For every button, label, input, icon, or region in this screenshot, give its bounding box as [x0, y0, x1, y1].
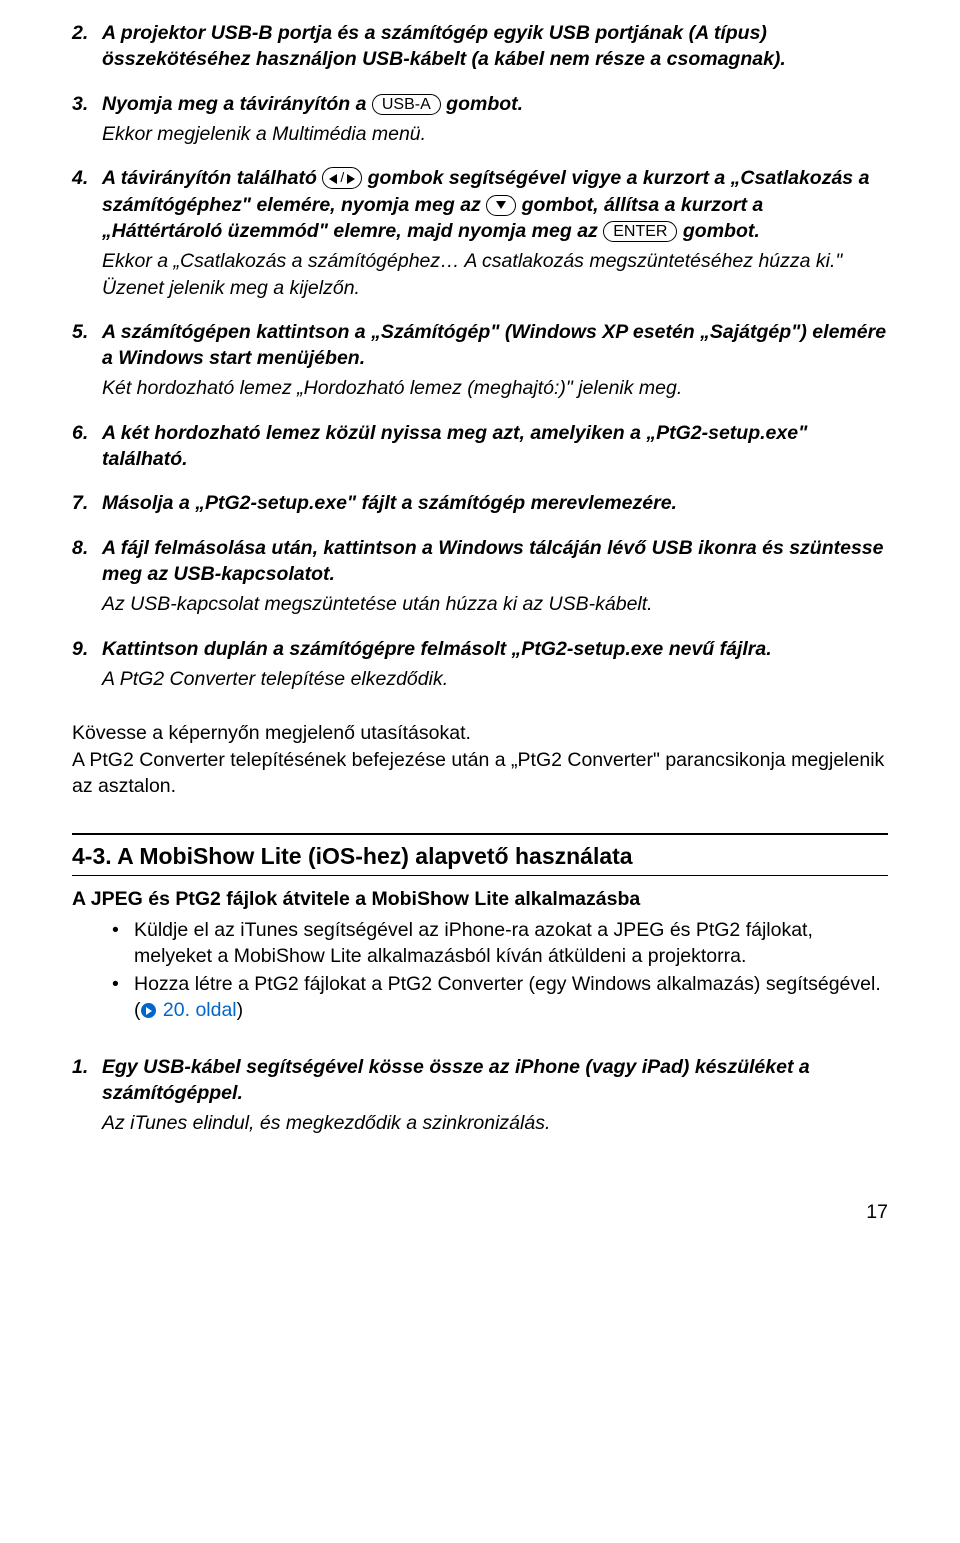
triangle-right-icon — [347, 174, 355, 184]
step-b1: 1. Egy USB-kábel segítségével kösse össz… — [72, 1054, 888, 1137]
step-num: 4. — [72, 165, 102, 191]
step-sub: Két hordozható lemez „Hordozható lemez (… — [102, 375, 888, 401]
step-2: 2. A projektor USB-B portja és a számító… — [72, 20, 888, 73]
triangle-down-icon — [496, 201, 506, 209]
section-subheading: A JPEG és PtG2 fájlok átvitele a MobiSho… — [72, 886, 888, 912]
step-sub: Ekkor a „Csatlakozás a számítógéphez… A … — [102, 248, 888, 301]
step-text: Egy USB-kábel segítségével kösse össze a… — [102, 1054, 888, 1107]
step-6: 6. A két hordozható lemez közül nyissa m… — [72, 420, 888, 473]
step-num: 9. — [72, 636, 102, 662]
down-key — [486, 195, 516, 216]
usb-a-key: USB-A — [372, 94, 441, 115]
bullet-text-main: Hozza létre a PtG2 fájlokat a PtG2 Conve… — [134, 973, 881, 995]
follow-p2: A PtG2 Converter telepítésének befejezés… — [72, 749, 884, 797]
triangle-left-icon — [329, 174, 337, 184]
bullet-dot-icon: • — [112, 917, 134, 970]
step-8: 8. A fájl felmásolása után, kattintson a… — [72, 535, 888, 618]
step-text: Kattintson duplán a számítógépre felmáso… — [102, 636, 888, 662]
step-num: 2. — [72, 20, 102, 46]
step-sub: Ekkor megjelenik a Multimédia menü. — [102, 121, 888, 147]
bullet-item: • Hozza létre a PtG2 fájlokat a PtG2 Con… — [112, 971, 888, 1024]
step-num: 3. — [72, 91, 102, 117]
step-7: 7. Másolja a „PtG2-setup.exe" fájlt a sz… — [72, 490, 888, 516]
step-5: 5. A számítógépen kattintson a „Számítóg… — [72, 319, 888, 402]
seg-d: gombot. — [677, 220, 759, 242]
step-text: Másolja a „PtG2-setup.exe" fájlt a számí… — [102, 490, 888, 516]
step-sub: A PtG2 Converter telepítése elkezdődik. — [102, 666, 888, 692]
divider-thin — [72, 875, 888, 876]
step-num: 6. — [72, 420, 102, 446]
ref-text: 20. oldal — [158, 999, 237, 1021]
seg-a: A távirányítón található — [102, 167, 322, 189]
section-heading: 4-3. A MobiShow Lite (iOS-hez) alapvető … — [72, 841, 888, 872]
step-num: 1. — [72, 1054, 102, 1080]
ref-open: ( — [134, 999, 141, 1021]
step-text: A számítógépen kattintson a „Számítógép"… — [102, 319, 888, 372]
step-num: 8. — [72, 535, 102, 561]
step-text-a: Nyomja meg a távirányítón a — [102, 93, 372, 115]
step-text: A távirányítón található / gombok segíts… — [102, 165, 888, 244]
link-arrow-icon — [141, 1003, 156, 1018]
step-4: 4. A távirányítón található / gombok seg… — [72, 165, 888, 301]
bullet-item: • Küldje el az iTunes segítségével az iP… — [112, 917, 888, 970]
left-right-key: / — [322, 167, 362, 189]
ref-close: ) — [237, 999, 244, 1021]
step-text: A két hordozható lemez közül nyissa meg … — [102, 420, 888, 473]
page-ref-link[interactable]: 20. oldal — [141, 999, 237, 1021]
step-text: A fájl felmásolása után, kattintson a Wi… — [102, 535, 888, 588]
step-text: Nyomja meg a távirányítón a USB-A gombot… — [102, 91, 888, 117]
step-3: 3. Nyomja meg a távirányítón a USB-A gom… — [72, 91, 888, 148]
follow-paragraph: Kövesse a képernyőn megjelenő utasítások… — [72, 720, 888, 799]
enter-key: ENTER — [603, 221, 677, 242]
step-text: A projektor USB-B portja és a számítógép… — [102, 20, 888, 73]
page-number: 17 — [72, 1199, 888, 1225]
step-num: 5. — [72, 319, 102, 345]
step-9: 9. Kattintson duplán a számítógépre felm… — [72, 636, 888, 693]
bullet-dot-icon: • — [112, 971, 134, 1024]
bullet-text: Küldje el az iTunes segítségével az iPho… — [134, 917, 888, 970]
follow-p1: Kövesse a képernyőn megjelenő utasítások… — [72, 722, 471, 744]
step-num: 7. — [72, 490, 102, 516]
step-sub: Az iTunes elindul, és megkezdődik a szin… — [102, 1110, 888, 1136]
step-text-b: gombot. — [441, 93, 523, 115]
step-sub: Az USB-kapcsolat megszüntetése után húzz… — [102, 591, 888, 617]
bullet-text: Hozza létre a PtG2 fájlokat a PtG2 Conve… — [134, 971, 888, 1024]
bullet-list: • Küldje el az iTunes segítségével az iP… — [112, 917, 888, 1024]
divider-thick — [72, 833, 888, 835]
